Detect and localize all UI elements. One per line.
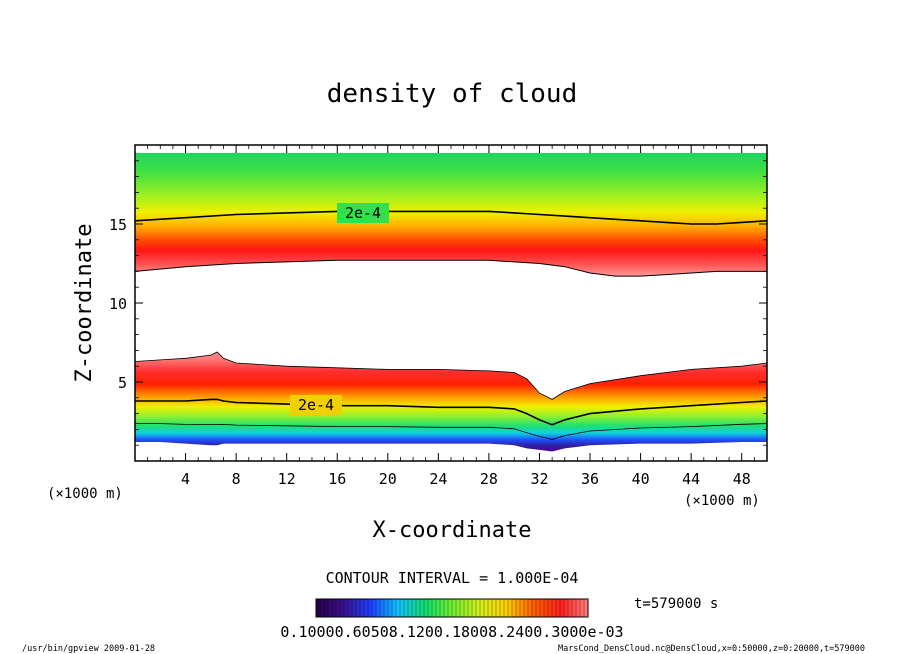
x-tick-label: 20 [379,470,397,488]
contour-label-upper-bg [337,203,389,223]
upper-cloud-edge [135,259,767,277]
x-tick-label: 16 [328,470,346,488]
contour-label-lower-bg [290,395,342,415]
contour-interval: CONTOUR INTERVAL = 1.000E-04 [326,569,579,587]
x-tick-label: 12 [278,470,296,488]
x-tick-label: 24 [429,470,447,488]
x-tick-label: 28 [480,470,498,488]
contour-label-upper: 2e-4 [345,204,381,222]
lower-contour-line [135,398,767,426]
upper-contour-line [135,210,767,225]
y-tick-label: 5 [118,374,127,392]
x-axis: 4 8 12 16 20 24 28 32 36 40 44 48 [147,145,755,488]
y-tick-label: 10 [109,295,127,313]
x-tick-label: 8 [232,470,241,488]
x-tick-label: 32 [530,470,548,488]
chart-title: density of cloud [327,79,577,109]
colorbar-stripes [319,599,585,617]
x-axis-label: X-coordinate [373,518,532,543]
upper-cloud-band [135,152,767,277]
lower-contour-line-2 [135,423,767,440]
x-tick-label: 48 [733,470,751,488]
y-axis: 5 10 15 [109,160,767,446]
x-tick-label: 44 [682,470,700,488]
y-tick-label: 15 [109,216,127,234]
x-unit-right: (×1000 m) [684,493,760,509]
heatmap-field [135,152,767,452]
lower-cloud-band [135,352,767,452]
footer-right: MarsCond_DensCloud.nc@DensCloud,x=0:5000… [558,644,865,654]
x-tick-label: 36 [581,470,599,488]
footer-left: /usr/bin/gpview 2009-01-28 [22,644,155,654]
x-unit-left: (×1000 m) [47,486,123,502]
y-axis-label: Z-coordinate [72,224,97,383]
colorbar-labels: 0.10000.60508.1200.18008.2400.3000e-03 [280,623,623,641]
x-tick-label: 40 [632,470,650,488]
x-tick-label: 4 [181,470,190,488]
contour-label-lower: 2e-4 [298,396,334,414]
time-label: t=579000 s [634,596,718,612]
lower-cloud-edge [135,351,767,400]
